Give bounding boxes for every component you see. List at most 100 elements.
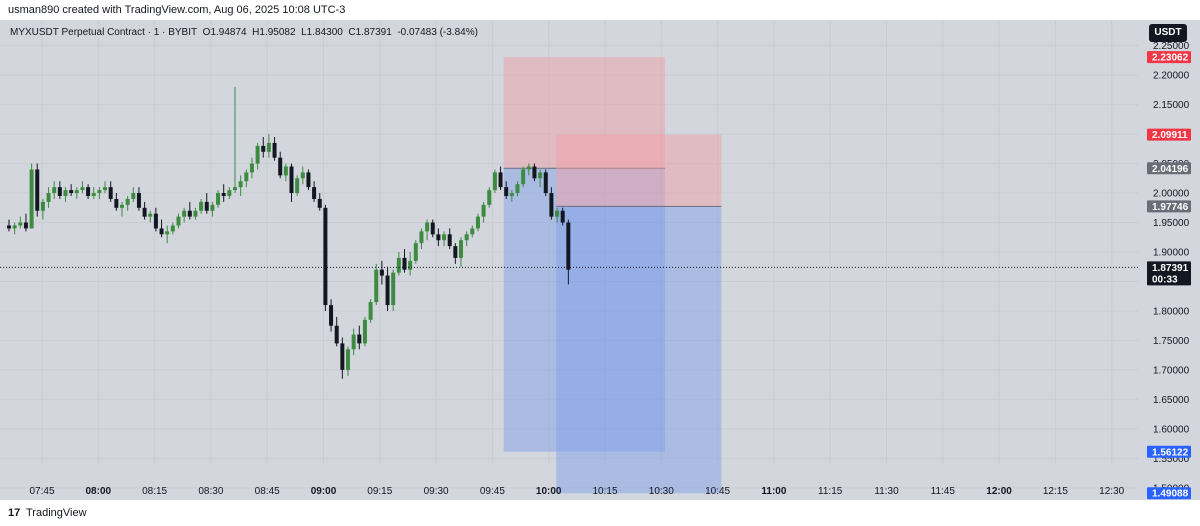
candle-body — [521, 169, 526, 185]
currency-button[interactable]: USDT — [1149, 24, 1187, 42]
candle — [346, 346, 350, 376]
candle-body — [430, 222, 435, 235]
candle — [509, 190, 514, 202]
candle — [475, 213, 480, 232]
candle — [23, 213, 28, 232]
candle — [555, 207, 560, 223]
candle — [289, 163, 294, 202]
candle-body — [261, 145, 266, 152]
candle-body — [255, 145, 260, 164]
candle-body — [566, 222, 571, 270]
candle — [521, 166, 526, 188]
candle — [266, 134, 271, 158]
candle-body — [334, 325, 339, 344]
candle-body — [29, 169, 34, 229]
candle-body — [357, 334, 362, 344]
candle-body — [543, 172, 548, 194]
candle-body — [396, 257, 401, 273]
candle-body — [368, 302, 373, 320]
candle-body — [91, 193, 96, 196]
candle — [430, 219, 435, 238]
candle-body — [165, 231, 170, 235]
candle-body — [419, 231, 424, 244]
candle-body — [182, 210, 187, 217]
candle-body — [362, 319, 367, 344]
candle — [165, 225, 170, 244]
candle-body — [176, 216, 181, 226]
candle — [80, 181, 85, 194]
candle — [306, 169, 311, 191]
candle-body — [453, 246, 458, 258]
candle-body — [323, 207, 328, 306]
candle — [323, 204, 328, 311]
candle — [46, 187, 51, 208]
candle-body — [351, 334, 356, 350]
candle-body — [408, 260, 413, 270]
candle — [120, 201, 124, 217]
candle — [385, 266, 390, 311]
candle — [97, 187, 102, 199]
time-tick-label: 11:00 — [761, 486, 786, 497]
chart-area[interactable]: 2.250002.200002.150002.100002.050002.000… — [0, 20, 1200, 500]
symbol-title: MYXUSDT Perpetual Contract · 1 · BYBIT — [10, 27, 198, 38]
candle-body — [193, 210, 198, 217]
time-tick-label: 08:00 — [86, 486, 112, 497]
price-tag-box — [1147, 128, 1191, 141]
candle-body — [306, 172, 311, 188]
candle — [182, 207, 187, 223]
candle-body — [447, 234, 452, 247]
candle — [272, 137, 277, 161]
candle-body — [391, 272, 396, 306]
price-tick-label: 1.65000 — [1153, 395, 1190, 406]
candle-body — [108, 187, 113, 199]
candle-body — [555, 210, 560, 217]
candlestick-chart[interactable]: 2.250002.200002.150002.100002.050002.000… — [0, 20, 1200, 500]
candle — [351, 328, 356, 356]
candle-body — [295, 178, 300, 194]
price-tick-label: 2.25000 — [1153, 41, 1190, 52]
candle-body — [204, 201, 209, 211]
candle — [549, 187, 554, 220]
candle-body — [481, 204, 486, 217]
candle — [159, 219, 164, 238]
time-tick-label: 08:30 — [198, 486, 223, 497]
candle-body — [80, 187, 85, 191]
candle-body — [266, 142, 271, 152]
candle-body — [86, 187, 91, 196]
price-tag-box — [1147, 162, 1191, 175]
time-tick-label: 09:00 — [311, 486, 337, 497]
candle-body — [227, 190, 232, 196]
price-tick-label: 2.15000 — [1153, 100, 1190, 111]
candle — [283, 163, 288, 182]
candle — [103, 181, 108, 194]
candle-body — [40, 201, 45, 211]
time-axis[interactable]: 07:45 08:00 08:15 08:30 08:45 09:00 09:15 09:30… — [29, 486, 1124, 497]
candle-body — [74, 190, 79, 194]
time-tick-label: 12:15 — [1043, 486, 1068, 497]
candle — [18, 216, 23, 229]
countdown-timer: 00:33 — [1152, 274, 1178, 285]
position-zones[interactable] — [503, 57, 722, 494]
time-tick-label: 11:30 — [874, 486, 899, 497]
candle-body — [442, 234, 447, 241]
candle-body — [52, 187, 57, 194]
candle — [492, 169, 497, 194]
candle — [329, 299, 334, 332]
time-tick-label: 11:15 — [818, 486, 843, 497]
price-tag: 1.49088 — [1147, 487, 1191, 500]
candle — [125, 195, 130, 211]
candle-body — [114, 198, 119, 208]
price-tag-box — [1147, 445, 1191, 458]
candle-body — [312, 187, 317, 199]
price-tag-value: 2.04196 — [1152, 164, 1189, 175]
candle-body — [436, 234, 441, 241]
candle — [204, 193, 209, 214]
price-tag-value: 1.97746 — [1152, 202, 1189, 213]
time-tick-label: 10:45 — [705, 486, 730, 497]
candle — [464, 231, 469, 247]
price-tag: 1.97746 — [1147, 200, 1191, 213]
candle-body — [385, 275, 390, 306]
candle — [402, 249, 407, 273]
candle — [278, 151, 283, 179]
candle — [176, 213, 181, 229]
